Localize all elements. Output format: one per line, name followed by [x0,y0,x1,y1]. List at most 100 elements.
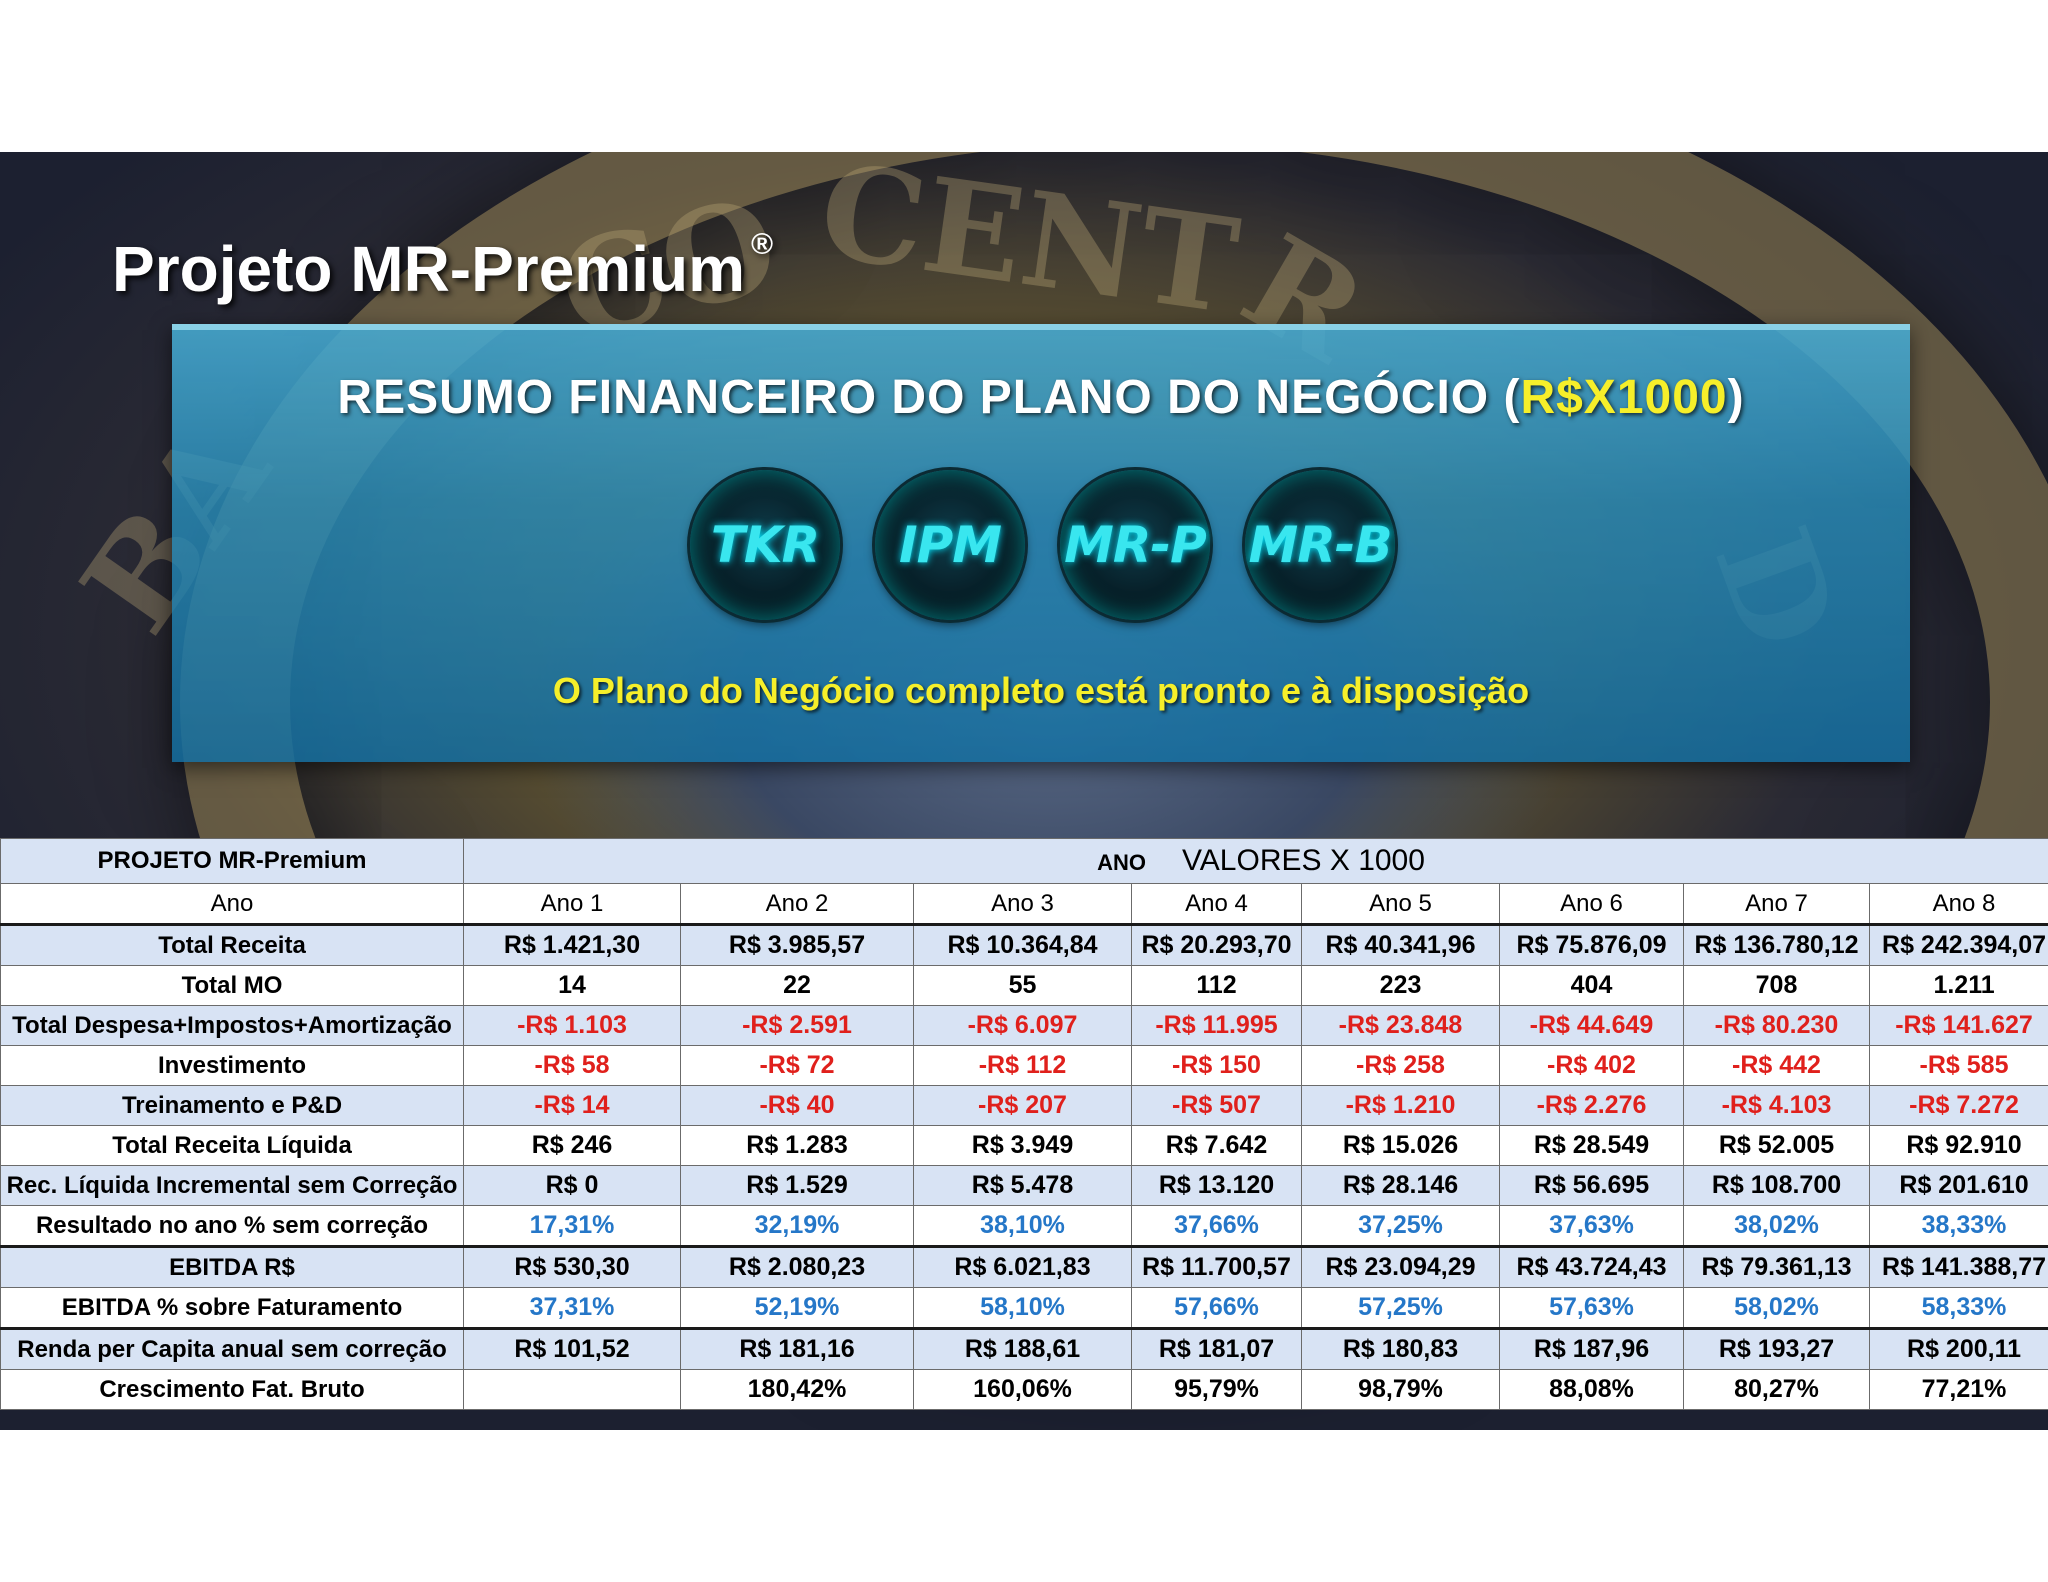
value-cell: 180,42% [680,1369,914,1410]
value-cell: 95,79% [1131,1369,1302,1410]
row-label: Treinamento e P&D [0,1085,464,1126]
value-cell: R$ 20.293,70 [1131,924,1302,966]
value-cell: R$ 193,27 [1683,1327,1870,1370]
value-cell: R$ 23.094,29 [1301,1245,1500,1288]
value-cell: R$ 6.021,83 [913,1245,1132,1288]
row-label: Total Despesa+Impostos+Amortização [0,1005,464,1046]
panel-tagline: O Plano do Negócio completo está pronto … [552,670,1530,711]
value-cell: -R$ 4.103 [1683,1085,1870,1126]
mr-p-logo-text: MR-P [1064,516,1207,574]
value-cell: -R$ 2.591 [680,1005,914,1046]
panel-heading-highlight: R$X1000 [1520,371,1728,424]
value-cell: -R$ 141.627 [1868,1005,2048,1046]
value-cell: -R$ 11.995 [1131,1005,1302,1046]
value-cell: 160,06% [913,1369,1132,1410]
row-label: Total Receita Líquida [0,1125,464,1166]
year-header-7: Ano 7 [1683,883,1870,926]
row-label: Crescimento Fat. Bruto [0,1369,464,1410]
value-cell: R$ 181,07 [1131,1327,1302,1370]
value-cell: 58,10% [913,1287,1132,1329]
table-row: EBITDA % sobre Faturamento 37,31% 52,19% 58… [0,1287,2048,1329]
table-row: Investimento -R$ 58 -R$ 72 -R$ 112 -R$ 150 -R… [0,1045,2048,1086]
value-cell: R$ 92.910 [1868,1125,2048,1166]
value-cell: R$ 201.610 [1868,1165,2048,1206]
mr-p-logo[interactable]: MR-P [1060,470,1210,620]
value-cell: R$ 101,52 [463,1327,681,1370]
row-label: Rec. Líquida Incremental sem Correção [0,1165,464,1206]
table-row: Total MO 14 22 55 112 223 404 708 1.211 [0,965,2048,1006]
values-header-cell: ANO VALORES X 1000 [462,838,2048,884]
registered-mark: ® [750,228,774,261]
mr-b-logo[interactable]: MR-B [1245,470,1395,620]
slide: BA CO CENT R D Projeto MR-Premium® RESUM… [0,152,2048,1430]
value-cell: R$ 52.005 [1683,1125,1870,1166]
year-header-8: Ano 8 [1868,883,2048,926]
value-cell: R$ 11.700,57 [1131,1245,1302,1288]
value-cell: R$ 181,16 [680,1327,914,1370]
value-cell: R$ 79.361,13 [1683,1245,1870,1288]
value-cell: R$ 3.985,57 [680,924,914,966]
value-cell: R$ 3.949 [913,1125,1132,1166]
table-row: Crescimento Fat. Bruto 180,42% 160,06% 95,7… [0,1369,2048,1410]
value-cell: -R$ 585 [1868,1045,2048,1086]
value-cell: R$ 1.529 [680,1165,914,1206]
row-label: EBITDA % sobre Faturamento [0,1287,464,1329]
ipm-logo-text: IPM [898,516,1002,574]
value-cell: 37,25% [1301,1205,1500,1247]
ipm-logo[interactable]: IPM [875,470,1025,620]
value-cell: -R$ 207 [913,1085,1132,1126]
value-cell: -R$ 23.848 [1301,1005,1500,1046]
logo-row: TKR IPM MR-P MR-B [690,470,1410,620]
table-row: Total Despesa+Impostos+Amortização -R$ 1.… [0,1005,2048,1046]
year-header-1: Ano 1 [463,883,681,926]
value-cell [463,1369,681,1410]
value-cell: -R$ 7.272 [1868,1085,2048,1126]
mr-b-logo-text: MR-B [1248,516,1392,574]
value-cell: 112 [1131,965,1302,1006]
value-cell: 80,27% [1683,1369,1870,1410]
value-cell: 38,33% [1868,1205,2048,1247]
table-row: Total Receita R$ 1.421,30 R$ 3.985,57 R$ 10… [0,924,2048,966]
value-cell: R$ 7.642 [1131,1125,1302,1166]
value-cell: 708 [1683,965,1870,1006]
value-cell: -R$ 442 [1683,1045,1870,1086]
value-cell: 98,79% [1301,1369,1500,1410]
table-row: Resultado no ano % sem correção 17,31% 32,… [0,1205,2048,1247]
year-header-cell: Ano [0,883,464,926]
year-header-4: Ano 4 [1131,883,1302,926]
value-cell: 38,10% [913,1205,1132,1247]
value-cell: R$ 1.283 [680,1125,914,1166]
value-cell: 37,66% [1131,1205,1302,1247]
value-cell: R$ 246 [463,1125,681,1166]
value-cell: -R$ 258 [1301,1045,1500,1086]
ano-label: ANO [1097,850,1147,875]
value-cell: 57,66% [1131,1287,1302,1329]
value-cell: 22 [680,965,914,1006]
value-cell: R$ 242.394,07 [1868,924,2048,966]
value-cell: R$ 108.700 [1683,1165,1870,1206]
project-label-cell: PROJETO MR-Premium [0,838,464,884]
tkr-logo[interactable]: TKR [690,470,840,620]
values-label: VALORES X 1000 [1182,844,1425,877]
table-row: EBITDA R$ R$ 530,30 R$ 2.080,23 R$ 6.021,83… [0,1245,2048,1288]
value-cell: 17,31% [463,1205,681,1247]
value-cell: R$ 2.080,23 [680,1245,914,1288]
value-cell: -R$ 2.276 [1499,1085,1684,1126]
value-cell: -R$ 80.230 [1683,1005,1870,1046]
value-cell: R$ 200,11 [1868,1327,2048,1370]
row-label: Investimento [0,1045,464,1086]
value-cell: -R$ 6.097 [913,1005,1132,1046]
value-cell: R$ 530,30 [463,1245,681,1288]
value-cell: -R$ 72 [680,1045,914,1086]
financial-summary-table: PROJETO MR-Premium ANO VALORES X 1000 Ano… [0,838,2048,1410]
value-cell: 57,63% [1499,1287,1684,1329]
value-cell: -R$ 1.103 [463,1005,681,1046]
value-cell: -R$ 44.649 [1499,1005,1684,1046]
value-cell: R$ 1.421,30 [463,924,681,966]
value-cell: 55 [913,965,1132,1006]
tkr-logo-text: TKR [710,516,820,574]
value-cell: 404 [1499,965,1684,1006]
summary-panel: RESUMO FINANCEIRO DO PLANO DO NEGÓCIO (R… [172,324,1910,762]
value-cell: R$ 43.724,43 [1499,1245,1684,1288]
